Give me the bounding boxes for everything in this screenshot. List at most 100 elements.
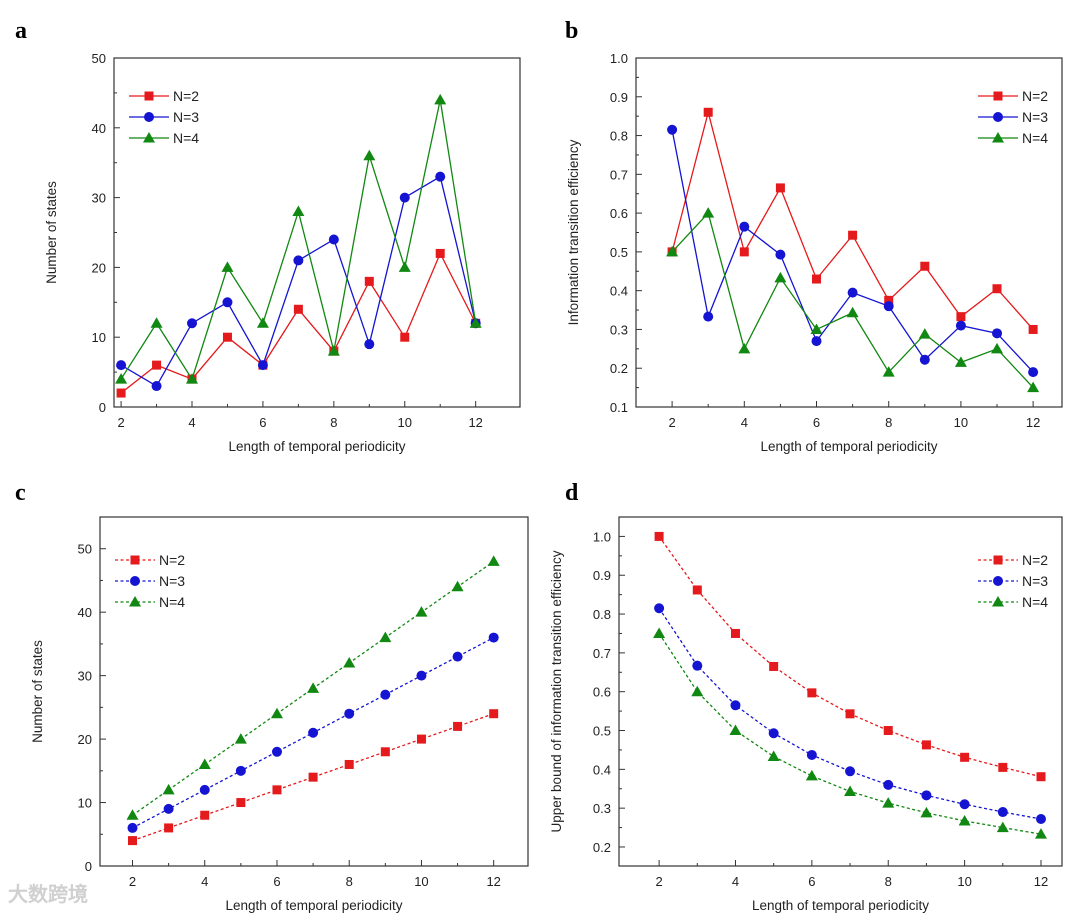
- x-tick-label: 2: [129, 874, 136, 889]
- data-point: [1028, 324, 1038, 334]
- data-point: [272, 785, 282, 795]
- x-tick-label: 6: [273, 874, 280, 889]
- data-point: [292, 205, 305, 217]
- data-point: [128, 836, 138, 846]
- series-n2: [116, 248, 481, 398]
- data-point: [703, 311, 714, 322]
- x-tick-label: 2: [668, 415, 675, 430]
- series-n3: [667, 124, 1039, 378]
- data-point: [380, 747, 390, 757]
- x-tick-label: 12: [468, 415, 482, 430]
- data-point: [811, 336, 822, 347]
- data-point: [234, 733, 247, 744]
- y-tick-label: 0.8: [610, 129, 628, 144]
- y-tick-label: 20: [92, 260, 106, 275]
- legend-marker: [993, 112, 1003, 122]
- y-tick-label: 40: [78, 605, 92, 620]
- legend-marker: [993, 576, 1003, 586]
- y-tick-label: 1.0: [610, 51, 628, 66]
- legend-marker: [144, 112, 154, 122]
- data-point: [1035, 814, 1046, 825]
- data-point: [846, 306, 859, 318]
- data-point: [667, 124, 678, 135]
- y-axis-label: Upper bound of information transition ef…: [549, 550, 564, 832]
- data-point: [469, 317, 482, 328]
- data-point: [768, 728, 779, 739]
- data-point: [293, 304, 303, 314]
- data-point: [308, 772, 318, 782]
- data-point: [453, 721, 463, 731]
- data-point: [920, 806, 933, 818]
- data-point: [256, 317, 269, 328]
- data-point: [692, 660, 703, 671]
- x-tick-label: 4: [732, 874, 739, 889]
- y-tick-label: 0: [85, 859, 92, 874]
- y-axis-label: Number of states: [30, 640, 45, 743]
- data-point: [960, 752, 970, 762]
- data-point: [847, 287, 858, 298]
- data-point: [769, 661, 779, 671]
- x-tick-label: 8: [346, 874, 353, 889]
- legend-label: N=3: [1022, 573, 1048, 589]
- data-point: [364, 276, 374, 286]
- x-tick-label: 10: [398, 415, 412, 430]
- data-point: [489, 709, 499, 719]
- y-tick-label: 0.2: [610, 361, 628, 376]
- legend-item: N=4: [978, 594, 1048, 610]
- data-point: [380, 689, 391, 700]
- legend-marker: [144, 91, 154, 101]
- y-tick-label: 50: [92, 51, 106, 66]
- data-point: [415, 606, 428, 617]
- y-tick-label: 1.0: [593, 529, 611, 544]
- data-point: [882, 366, 895, 377]
- x-tick-label: 10: [414, 874, 428, 889]
- y-tick-label: 0.5: [610, 245, 628, 260]
- y-tick-label: 50: [78, 542, 92, 557]
- y-tick-label: 0.3: [610, 322, 628, 337]
- legend-label: N=2: [159, 552, 185, 568]
- y-tick-label: 0.2: [593, 840, 611, 855]
- series-n3: [654, 603, 1046, 825]
- legend-marker: [992, 132, 1004, 143]
- data-point: [152, 360, 162, 370]
- legend-label: N=4: [159, 594, 185, 610]
- data-point: [379, 631, 392, 643]
- x-tick-label: 6: [813, 415, 820, 430]
- data-point: [845, 766, 856, 777]
- series-line: [132, 713, 494, 842]
- x-tick-label: 10: [954, 415, 968, 430]
- legend-item: N=4: [129, 130, 199, 146]
- data-point: [703, 107, 713, 117]
- legend-marker: [130, 576, 140, 586]
- data-point: [435, 248, 445, 258]
- y-tick-label: 10: [78, 796, 92, 811]
- series-line: [671, 129, 1034, 373]
- x-tick-label: 2: [117, 415, 124, 430]
- data-point: [398, 261, 411, 272]
- data-point: [738, 342, 751, 354]
- data-point: [774, 271, 787, 283]
- legend-item: N=3: [978, 573, 1048, 589]
- y-tick-label: 0.9: [593, 568, 611, 583]
- y-tick-label: 0.8: [593, 607, 611, 622]
- data-point: [487, 555, 500, 566]
- data-point: [416, 670, 427, 681]
- data-point: [997, 807, 1008, 818]
- series-n2: [667, 107, 1038, 334]
- data-point: [308, 727, 319, 738]
- data-point: [116, 360, 127, 371]
- x-axis-label: Length of temporal periodicity: [225, 898, 402, 913]
- y-axis-label: Information transition efficiency: [566, 139, 581, 325]
- data-point: [739, 247, 749, 257]
- data-point: [691, 685, 704, 697]
- x-axis-label: Length of temporal periodicity: [760, 439, 937, 454]
- series-n3: [127, 632, 499, 833]
- series-n2: [654, 531, 1046, 782]
- x-tick-label: 6: [808, 874, 815, 889]
- plot-frame: [618, 516, 1063, 867]
- data-point: [883, 301, 894, 312]
- data-point: [221, 261, 234, 272]
- data-point: [992, 284, 1002, 294]
